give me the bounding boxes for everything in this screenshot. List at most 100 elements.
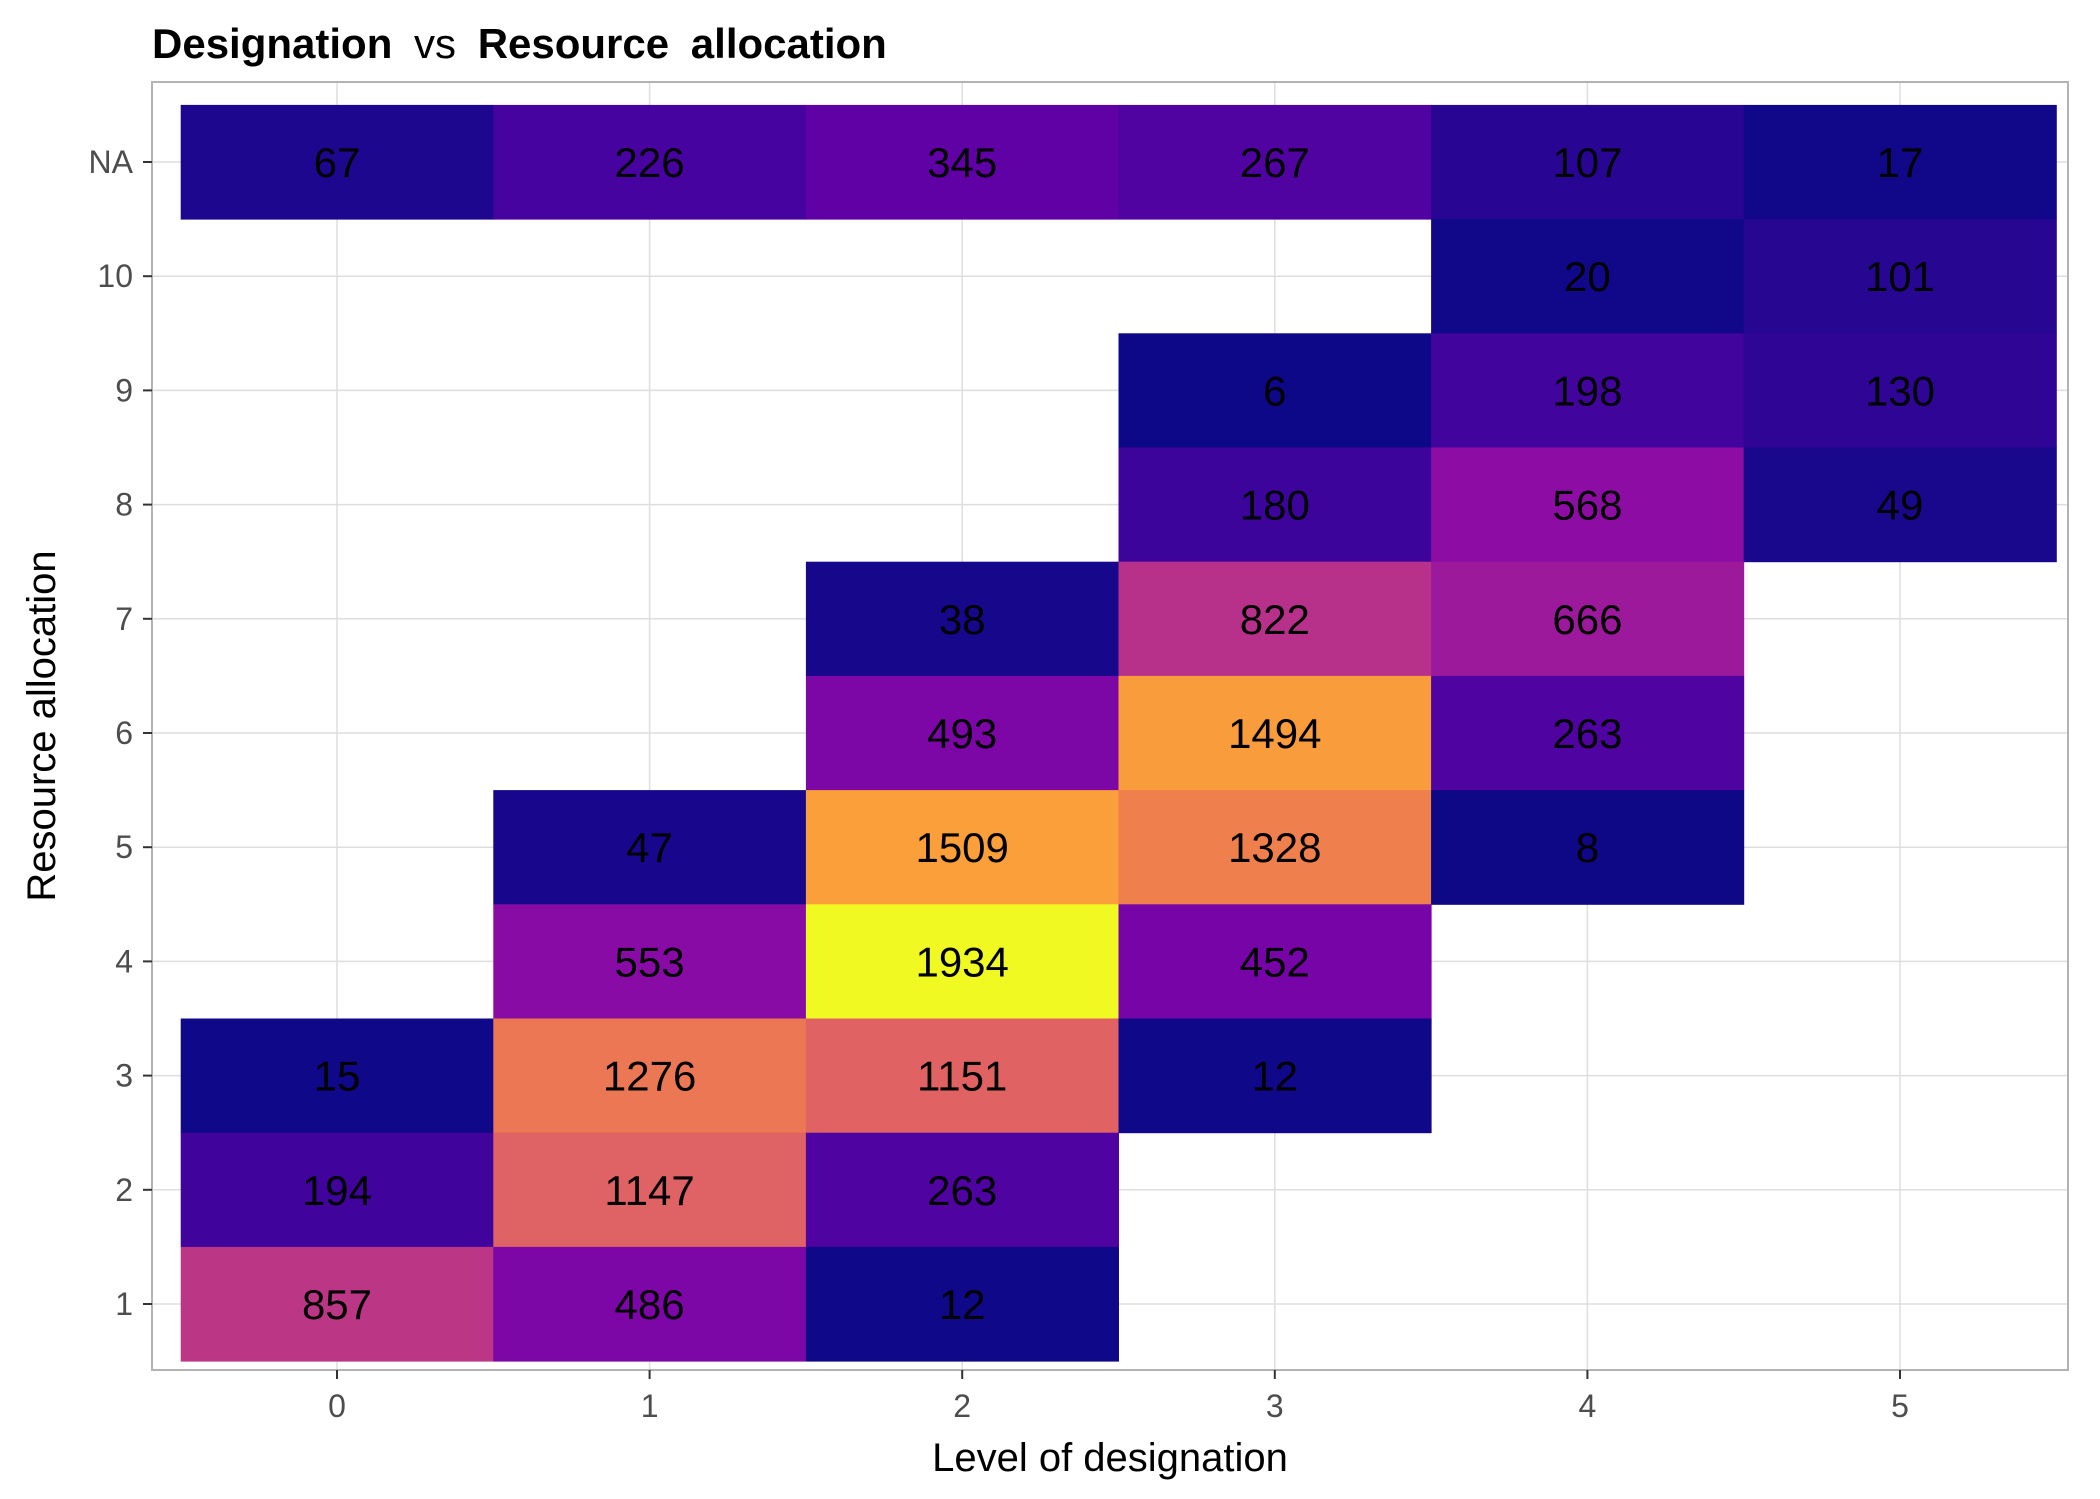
cell-value-label: 1151 — [917, 1053, 1007, 1100]
heatmap-cell-x5-yNA — [1743, 104, 2057, 220]
heatmap-cell-x0-yNA — [180, 104, 494, 220]
heatmap-cell-x3-y9 — [1118, 333, 1432, 448]
heatmap-cell-x4-y10 — [1431, 219, 1745, 334]
heatmap-cell-x3-y7 — [1118, 561, 1432, 677]
cell-value-label: 226 — [615, 139, 685, 186]
y-tick-label: 3 — [115, 1058, 133, 1094]
heatmap-cell-x1-y3 — [493, 1018, 807, 1134]
cell-value-label: 263 — [927, 1167, 997, 1214]
heatmap-cell-x0-y2 — [180, 1132, 494, 1248]
cell-value-label: 1509 — [915, 824, 1008, 871]
heatmap-cell-x5-y8 — [1743, 447, 2057, 563]
cell-value-label: 1147 — [604, 1167, 694, 1214]
heatmap-cell-x4-y9 — [1431, 333, 1745, 448]
cell-value-label: 15 — [314, 1053, 361, 1100]
cell-value-label: 101 — [1865, 253, 1935, 300]
x-axis-title: Level of designation — [932, 1436, 1288, 1480]
heatmap-cell-x5-y9 — [1743, 333, 2057, 448]
title-part-allocation: allocation — [691, 20, 887, 67]
heatmap-cell-x1-yNA — [493, 104, 807, 220]
cell-value-label: 8 — [1576, 824, 1599, 871]
heatmap-cell-x2-y3 — [805, 1018, 1119, 1134]
cell-value-label: 38 — [939, 596, 986, 643]
cell-value-label: 553 — [615, 938, 685, 985]
y-tick-label: 6 — [115, 715, 133, 751]
heatmap-cell-x4-y5 — [1431, 790, 1745, 905]
heatmap-cells — [180, 104, 2057, 1362]
heatmap-cell-x2-y6 — [805, 675, 1119, 791]
heatmap-cell-x4-yNA — [1431, 104, 1745, 220]
cell-value-label: 47 — [626, 824, 673, 871]
cell-value-label: 12 — [939, 1281, 986, 1328]
chart-title: Designation vs Resource allocation — [152, 20, 887, 67]
heatmap-cell-x3-y4 — [1118, 904, 1432, 1019]
heatmap-cell-x3-y6 — [1118, 675, 1432, 791]
y-tick-label: NA — [89, 144, 134, 180]
x-tick-label: 1 — [641, 1388, 659, 1424]
cell-value-label: 17 — [1877, 139, 1924, 186]
cell-value-label: 263 — [1552, 710, 1622, 757]
y-tick-label: 5 — [115, 829, 133, 865]
x-tick-label: 3 — [1266, 1388, 1284, 1424]
x-tick-label: 0 — [328, 1388, 346, 1424]
heatmap-cell-x2-y4 — [805, 904, 1119, 1019]
heatmap-cell-x3-y5 — [1118, 790, 1432, 905]
y-tick-label: 2 — [115, 1172, 133, 1208]
y-tick-label: 4 — [115, 943, 133, 979]
y-tick-label: 7 — [115, 601, 133, 637]
heatmap-cell-x1-y2 — [493, 1132, 807, 1248]
y-tick-label: 8 — [115, 487, 133, 523]
x-tick-label: 4 — [1579, 1388, 1597, 1424]
title-part-vs: vs — [414, 20, 456, 67]
cell-value-label: 486 — [615, 1281, 685, 1328]
heatmap-cell-x0-y1 — [180, 1246, 494, 1362]
heatmap-cell-x4-y7 — [1431, 561, 1745, 677]
cell-value-label: 49 — [1877, 482, 1924, 529]
panel-border — [151, 81, 2069, 1371]
cell-value-label: 452 — [1240, 938, 1310, 985]
y-tick-label: 1 — [115, 1286, 133, 1322]
heatmap-cell-x5-y10 — [1743, 219, 2057, 334]
title-part-resource: Resource — [478, 20, 669, 67]
heatmap-cell-x2-yNA — [805, 104, 1119, 220]
heatmap-cell-x1-y4 — [493, 904, 807, 1019]
cell-value-label: 180 — [1240, 482, 1310, 529]
cell-value-label: 822 — [1240, 596, 1310, 643]
heatmap-cell-x1-y1 — [493, 1246, 807, 1362]
title-part-designation: Designation — [152, 20, 392, 67]
cell-value-label: 1934 — [915, 938, 1008, 985]
cell-value-label: 857 — [302, 1281, 372, 1328]
cell-value-label: 1494 — [1228, 710, 1321, 757]
heatmap-cell-x3-yNA — [1118, 104, 1432, 220]
cell-value-label: 666 — [1552, 596, 1622, 643]
heatmap-cell-x2-y1 — [805, 1246, 1119, 1362]
cell-value-label: 107 — [1552, 139, 1622, 186]
cell-value-label: 130 — [1865, 367, 1935, 414]
cell-value-label: 67 — [314, 139, 361, 186]
heatmap-cell-x2-y5 — [805, 790, 1119, 905]
heatmap-cell-x4-y6 — [1431, 675, 1745, 791]
heatmap-cell-x2-y7 — [805, 561, 1119, 677]
cell-value-label: 198 — [1552, 367, 1622, 414]
cell-value-label: 1276 — [603, 1053, 696, 1100]
cell-value-label: 194 — [302, 1167, 372, 1214]
heatmap-cell-x0-y3 — [180, 1018, 494, 1134]
cell-value-label: 568 — [1552, 482, 1622, 529]
x-tick-label: 5 — [1891, 1388, 1909, 1424]
y-axis-title: Resource allocation — [20, 550, 64, 901]
cell-value-label: 6 — [1263, 367, 1286, 414]
cell-value-label: 1328 — [1228, 824, 1321, 871]
y-tick-label: 9 — [115, 372, 133, 408]
heatmap-cell-x4-y8 — [1431, 447, 1745, 563]
cell-value-label: 345 — [927, 139, 997, 186]
heatmap-cell-x1-y5 — [493, 790, 807, 905]
x-tick-label: 2 — [953, 1388, 971, 1424]
cell-value-label: 267 — [1240, 139, 1310, 186]
heatmap-cell-x3-y8 — [1118, 447, 1432, 563]
heatmap-cell-x3-y3 — [1118, 1018, 1432, 1134]
cell-value-label: 12 — [1251, 1053, 1298, 1100]
heatmap-cell-x2-y2 — [805, 1132, 1119, 1248]
